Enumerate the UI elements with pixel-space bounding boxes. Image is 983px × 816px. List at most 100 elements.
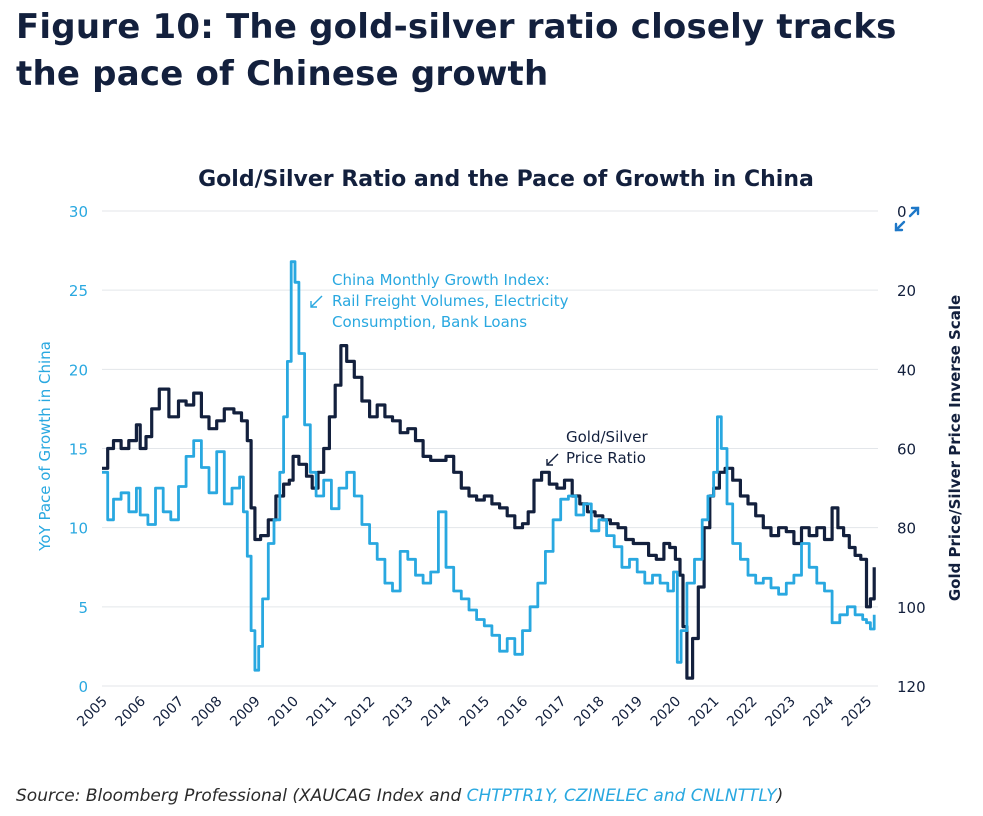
ratio-point [816,527,818,529]
ratio-point [655,558,657,560]
ratio-point [712,487,714,489]
growth-point [107,519,109,521]
right-axis-ticks: 0 20 40 60 80 100 120 [897,203,926,696]
growth-point [246,555,248,557]
growth-point [303,424,305,426]
growth-point [391,590,393,592]
left-tick-label: 15 [69,441,88,459]
series-line-china-growth-index [102,260,876,672]
growth-point [777,593,779,595]
growth-point [193,439,195,441]
ratio-point [135,424,137,426]
growth-point [793,574,795,576]
annotation-growth-arrow-icon [310,295,323,308]
growth-point [598,519,600,521]
growth-point [621,566,623,568]
ratio-point [793,542,795,544]
growth-point [290,261,292,263]
figure-title: Figure 10: The gold-silver ratio closely… [16,7,897,94]
growth-point [672,571,674,573]
x-tick-label: 2020 [648,694,685,731]
growth-point [120,492,122,494]
ratio-point [602,519,604,521]
growth-point [785,582,787,584]
growth-point [177,485,179,487]
ratio-point [556,487,558,489]
x-tick-label: 2025 [839,694,876,731]
ratio-point [632,542,634,544]
source-suffix: ) [776,786,784,806]
growth-point [831,622,833,624]
ratio-point [376,404,378,406]
x-axis-ticks: 2005 2006 2007 2008 2009 2010 2011 2012 2013 2014… [74,693,875,730]
growth-point [680,629,682,631]
ratio-point [842,534,844,536]
left-tick-label: 20 [69,361,88,379]
growth-point [273,519,275,521]
ratio-point [831,507,833,509]
growth-point [282,416,284,418]
ratio-point [391,420,393,422]
ratio-point [200,416,202,418]
right-tick-label: 80 [897,520,916,538]
ratio-point [101,467,103,469]
growth-point [468,609,470,611]
ratio-point [739,495,741,497]
ratio-point [216,420,218,422]
ratio-point [158,388,160,390]
ratio-point [233,412,235,414]
ratio-point [323,447,325,449]
ratio-point [384,416,386,418]
ratio-point [703,527,705,529]
ratio-point [453,471,455,473]
growth-point [147,523,149,525]
ratio-point [267,519,269,521]
growth-point [223,503,225,505]
right-axis-label: Gold Price/Silver Price Inverse Scale [946,295,964,601]
ratio-point [625,538,627,540]
x-tick-label: 2007 [151,694,188,731]
ratio-point [669,546,671,548]
chart-title: Gold/Silver Ratio and the Pace of Growth… [198,167,814,192]
ratio-point [145,435,147,437]
x-tick-label: 2017 [533,694,570,731]
ratio-point [777,527,779,529]
growth-point [846,606,848,608]
ratio-point [288,479,290,481]
growth-point [529,606,531,608]
growth-point [267,542,269,544]
ratio-point [275,495,277,497]
growth-point [376,558,378,560]
ratio-point [697,586,699,588]
growth-point [437,511,439,513]
ratio-point [491,503,493,505]
growth-point [483,625,485,627]
ratio-point [848,546,850,548]
ratio-point [718,471,720,473]
growth-point [399,550,401,552]
ratio-point [317,471,319,473]
growth-point [544,550,546,552]
ratio-point [682,625,684,627]
growth-point [873,614,875,616]
growth-point [384,582,386,584]
ratio-point [107,447,109,449]
x-tick-label: 2016 [495,693,532,730]
growth-point [460,598,462,600]
ratio-point [663,542,665,544]
right-tick-label: 40 [897,361,916,379]
growth-point [346,471,348,473]
ratio-point [594,515,596,517]
source-highlight: CHTPTR1Y, CZINELEC and CNLNTTLY [466,786,777,806]
left-tick-label: 10 [69,520,88,538]
growth-point [498,650,500,652]
ratio-point [460,487,462,489]
growth-point [422,582,424,584]
growth-point [747,574,749,576]
ratio-point [407,428,409,430]
growth-point [869,628,871,630]
ratio-point [422,455,424,457]
ratio-point [640,542,642,544]
expand-arrows-icon[interactable] [893,204,921,234]
